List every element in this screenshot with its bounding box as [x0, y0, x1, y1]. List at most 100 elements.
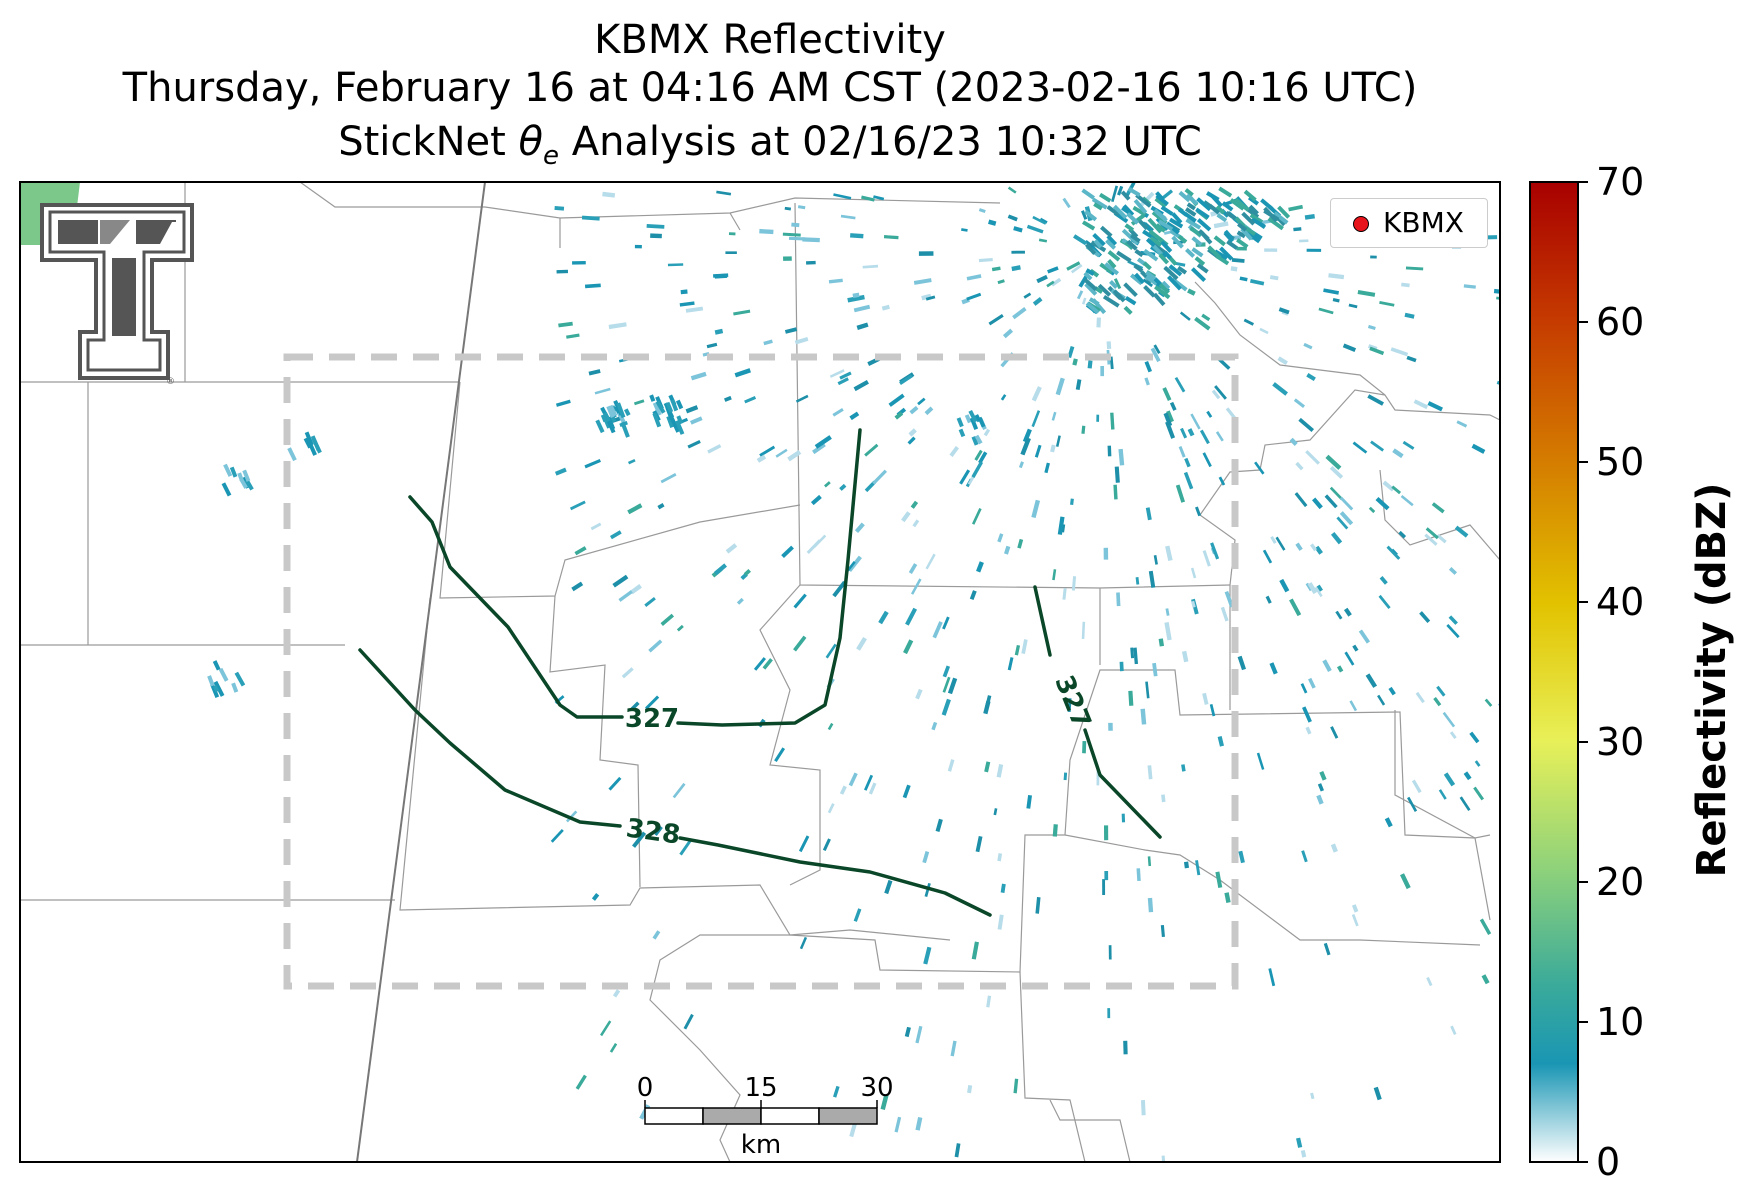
radar-echo — [1047, 266, 1059, 274]
radar-echo — [1317, 783, 1325, 792]
radar-echo — [941, 698, 951, 716]
radar-echo — [600, 1020, 612, 1037]
radar-echo — [1329, 486, 1343, 501]
radar-echo — [793, 635, 807, 652]
radar-echo — [667, 263, 684, 267]
radar-echo — [1154, 285, 1171, 300]
radar-echo — [1091, 298, 1107, 315]
radar-echo — [1144, 377, 1150, 386]
radar-echo — [685, 306, 704, 313]
radar-echo — [932, 621, 943, 639]
radar-echo — [839, 483, 847, 491]
radar-echo — [1165, 608, 1170, 616]
colorbar-tick-label: 70 — [1596, 160, 1645, 204]
radar-echo — [846, 561, 856, 572]
radar-echo — [1075, 379, 1082, 391]
radar-echo — [1183, 212, 1197, 223]
radar-echo — [1153, 208, 1168, 223]
radar-echo — [1140, 708, 1147, 725]
radar-echo — [908, 428, 917, 437]
radar-echo — [1251, 217, 1266, 229]
radar-echo — [910, 500, 919, 509]
radar-echo — [1215, 431, 1224, 442]
radar-echo — [901, 511, 911, 523]
radar-echo — [1114, 466, 1120, 483]
radar-echo — [1158, 283, 1170, 295]
radar-echo — [669, 416, 681, 433]
radar-echo — [1147, 217, 1163, 234]
radar-echo — [1102, 879, 1106, 896]
radar-echo — [812, 442, 826, 455]
radar-echo — [1400, 494, 1414, 507]
radar-echo — [1191, 247, 1204, 258]
radar-echo — [1052, 824, 1058, 837]
radar-echo — [1231, 257, 1245, 263]
radar-echo — [1199, 429, 1210, 445]
radar-echo — [1157, 219, 1174, 231]
radar-echo — [630, 584, 642, 595]
radar-echo — [1427, 401, 1443, 412]
radar-echo — [907, 436, 916, 445]
radar-echo — [1021, 639, 1028, 654]
radar-echo — [947, 677, 958, 695]
radar-echo — [1336, 516, 1349, 530]
radar-echo — [1191, 236, 1203, 247]
radar-echo — [1123, 1040, 1128, 1055]
radar-echo — [993, 808, 998, 816]
radar-echo — [1249, 278, 1265, 286]
radar-echo — [988, 219, 997, 226]
radar-echo — [784, 327, 798, 334]
radar-echo — [1294, 492, 1308, 508]
colorbar-tick-label: 10 — [1596, 1000, 1645, 1044]
radar-echo — [725, 251, 737, 254]
radar-echo — [798, 835, 810, 853]
radar-echo — [650, 233, 662, 239]
radar-echo — [753, 657, 766, 671]
radar-echo — [1324, 494, 1338, 509]
radar-echo — [1084, 282, 1098, 296]
radar-echo — [915, 1025, 923, 1044]
radar-echo — [1085, 268, 1095, 276]
radar-echo — [1107, 1008, 1111, 1019]
radar-echo — [1160, 205, 1174, 216]
radar-echo — [984, 695, 992, 709]
radar-echo — [1153, 344, 1161, 355]
colorbar-tick-label: 0 — [1596, 1140, 1621, 1184]
radar-echo — [646, 223, 665, 229]
radar-echo — [1135, 193, 1152, 208]
radar-echo — [714, 273, 728, 279]
radar-echo — [1471, 443, 1486, 454]
radar-echo — [964, 414, 972, 424]
radar-echo — [1153, 555, 1158, 565]
radar-echo — [968, 409, 978, 423]
radar-echo — [756, 454, 767, 463]
texas-tech-double-t-logo: ® — [40, 203, 194, 387]
radar-echo — [287, 447, 297, 462]
radar-echo — [894, 411, 904, 420]
radar-echo — [1211, 389, 1221, 400]
radar-echo — [213, 680, 225, 697]
radar-echo — [660, 613, 675, 626]
radar-echo — [1183, 861, 1190, 869]
map-title: KBMX Reflectivity — [594, 17, 946, 63]
radar-echo — [783, 256, 792, 261]
radar-echo — [1108, 945, 1112, 960]
radar-echo — [872, 469, 888, 485]
radar-echo — [1093, 239, 1103, 249]
radar-echo — [997, 279, 1005, 285]
radar-echo — [925, 295, 936, 301]
radar-echo — [1303, 342, 1313, 350]
radar-echo — [1236, 230, 1246, 239]
radar-echo — [1473, 786, 1485, 801]
radar-echo — [1160, 240, 1173, 253]
radar-echo — [1121, 813, 1126, 823]
radar-echo — [1062, 197, 1071, 209]
radar-echo — [1084, 240, 1095, 249]
radar-echo — [856, 322, 869, 330]
radar-echo — [784, 206, 792, 211]
radar-echo — [716, 190, 732, 196]
radar-echo — [839, 371, 852, 380]
radar-echo — [1130, 273, 1143, 286]
colorbar — [1529, 181, 1579, 1163]
radar-echo — [608, 322, 627, 330]
